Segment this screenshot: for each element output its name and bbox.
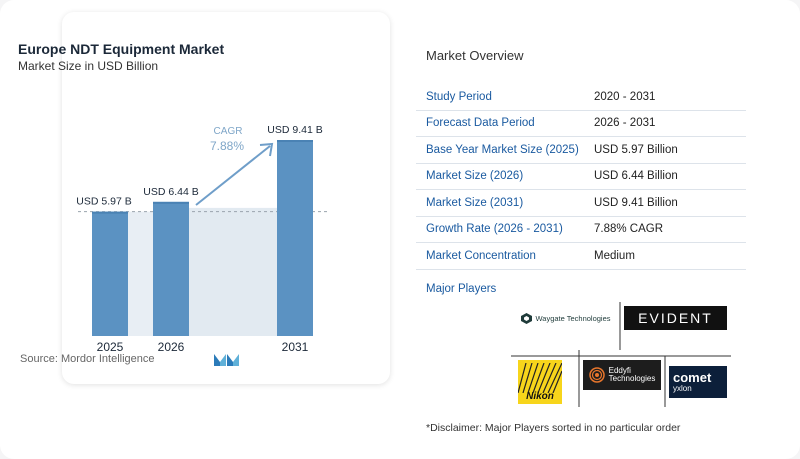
overview-row-value: 2026 - 2031: [594, 117, 656, 130]
waygate-logo: Waygate Technologies: [514, 306, 618, 330]
waygate-text: Waygate Technologies: [535, 313, 611, 323]
overview-row-value: USD 6.44 Billion: [594, 170, 678, 183]
overview-row-label: Study Period: [426, 90, 492, 103]
overview-row-label: Base Year Market Size (2025): [426, 143, 579, 156]
eddyfi-text-1: Eddyfi: [608, 365, 631, 375]
overview-row: Growth Rate (2026 - 2031) 7.88% CAGR: [416, 217, 746, 243]
comet-text: comet: [673, 369, 712, 385]
overview-row-label: Market Concentration: [426, 249, 536, 262]
bar-top-edge: [277, 140, 313, 142]
bar-top-edge: [153, 201, 189, 204]
yxlon-text: yxlon: [673, 383, 692, 393]
nikon-text: Nikon: [526, 390, 554, 402]
overview-row: Market Concentration Medium: [416, 243, 746, 270]
cagr-arrow-line: [195, 145, 271, 206]
nikon-rays-icon: [518, 362, 562, 393]
overview-row-label: Market Size (2031): [426, 196, 524, 209]
overview-row-label: Growth Rate (2026 - 2031): [426, 223, 563, 236]
chart-subtitle: Market Size in USD Billion: [18, 59, 159, 73]
bar: [153, 201, 189, 336]
category-label: 2031: [282, 340, 309, 354]
growth-band-2: [189, 207, 277, 336]
source-text: Source: Mordor Intelligence: [20, 353, 155, 365]
overview-row: Study Period 2020 - 2031: [416, 84, 746, 111]
overview-row-label: Market Size (2026): [426, 170, 524, 183]
overview-row-value: Medium: [594, 249, 635, 262]
overview-row: Market Size (2031) USD 9.41 Billion: [416, 190, 746, 217]
comet-yxlon-logo: comet yxlon: [669, 366, 727, 398]
eddyfi-swirl-icon: [588, 367, 605, 383]
disclaimer-text: *Disclaimer: Major Players sorted in no …: [426, 422, 681, 434]
bar: [92, 211, 128, 336]
overview-row-label: Forecast Data Period: [426, 117, 535, 130]
overview-row-value: USD 9.41 Billion: [594, 196, 678, 209]
waygate-mark-icon: [521, 312, 533, 324]
bar-value-label: USD 6.44 B: [143, 186, 198, 198]
logo-dividers: [511, 302, 731, 407]
cagr-value: 7.88%: [210, 139, 244, 153]
overview-row: Market Size (2026) USD 6.44 Billion: [416, 164, 746, 190]
bar-chart: USD 5.97 B 2025 USD 6.44 B 2026 USD 9.41 B 20…: [76, 124, 330, 354]
bar-top-edge: [92, 211, 128, 214]
eddyfi-text-2: Technologies: [608, 374, 656, 383]
evident-logo: EVIDENT: [624, 306, 727, 330]
chart-title: Europe NDT Equipment Market: [18, 41, 225, 57]
bar-value-label: USD 9.41 B: [267, 124, 322, 136]
category-label: 2025: [97, 340, 124, 354]
overview-row-value: USD 5.97 Billion: [594, 143, 678, 156]
bar: [277, 140, 313, 336]
overview-title: Market Overview: [426, 48, 524, 63]
cagr-label: CAGR: [214, 126, 243, 137]
overview-row-value: 2020 - 2031: [594, 90, 656, 103]
overview-row: Base Year Market Size (2025) USD 5.97 Bil…: [416, 137, 746, 164]
category-label: 2026: [158, 340, 185, 354]
growth-band-1: [128, 211, 153, 336]
eddyfi-logo: Eddyfi Technologies: [583, 360, 661, 390]
overview-row-value: 7.88% CAGR: [594, 223, 664, 236]
cagr-arrow-head: [259, 142, 274, 157]
overview-table: Study Period 2020 - 2031 Forecast Data Per…: [416, 84, 746, 270]
major-players-title: Major Players: [426, 283, 497, 295]
bar-value-label: USD 5.97 B: [76, 196, 131, 208]
player-logos: Waygate Technologies EVIDENT Nikon: [511, 302, 741, 412]
overview-row: Forecast Data Period 2026 - 2031: [416, 111, 746, 137]
mordor-intelligence-logo: [214, 354, 239, 366]
nikon-logo: Nikon: [518, 360, 562, 404]
market-overview-panel: Market Overview Study Period 2020 - 2031 F…: [416, 0, 800, 459]
evident-text: EVIDENT: [638, 310, 713, 326]
